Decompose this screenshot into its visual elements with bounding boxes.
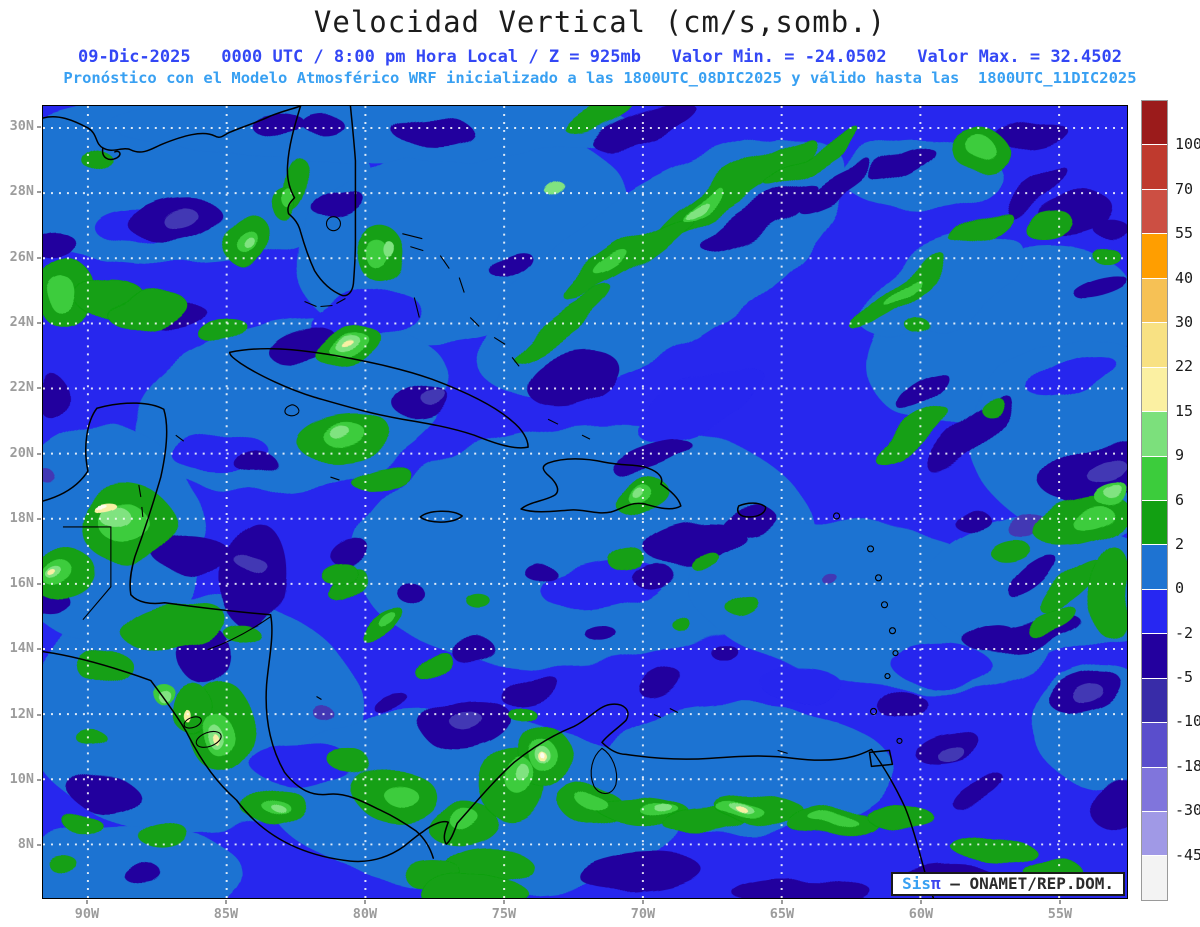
lon-label: 80W <box>352 906 378 922</box>
colorbar-tick-label: -10 <box>1175 712 1200 731</box>
lon-tick <box>364 900 366 904</box>
lat-tick <box>37 387 41 390</box>
lat-tick <box>37 648 41 651</box>
coastlines <box>43 106 935 898</box>
lat-tick <box>37 713 41 716</box>
colorbar-segment <box>1142 101 1167 145</box>
colorbar-tick-label: 6 <box>1175 490 1185 509</box>
colorbar-tick-label: 55 <box>1175 224 1194 243</box>
colorbar-tick-label: 40 <box>1175 268 1194 287</box>
lat-label: 30N <box>9 118 34 134</box>
lon-tick <box>503 900 505 904</box>
colorbar-segment <box>1142 145 1167 189</box>
lat-label: 12N <box>9 705 34 722</box>
colorbar-tick-label: 30 <box>1175 312 1194 331</box>
attribution-box: Sisπ – ONAMET/REP.DOM. <box>891 872 1125 896</box>
colorbar-segment <box>1142 634 1167 678</box>
attribution-org: – ONAMET/REP.DOM. <box>940 874 1114 893</box>
colorbar-segment <box>1142 767 1167 811</box>
contour-field <box>43 106 1127 898</box>
latitude-axis: 30N 28N 26N 24N 22N 20N 18N 16N 14N 12N 10N 8N <box>0 105 42 899</box>
lon-label: 85W <box>213 906 239 922</box>
colorbar-tick-label: 2 <box>1175 534 1185 553</box>
lat-tick <box>37 517 41 520</box>
lat-tick <box>37 452 41 455</box>
attribution-pi-symbol: π <box>930 874 941 893</box>
colorbar-segment <box>1142 234 1167 278</box>
colorbar-segment <box>1142 456 1167 500</box>
colorbar-tick-label: -30 <box>1175 801 1200 820</box>
colorbar-segment <box>1142 856 1167 900</box>
lat-label: 16N <box>9 575 34 592</box>
lat-label: 10N <box>9 771 34 787</box>
lon-tick <box>225 900 227 904</box>
colorbar-segment <box>1142 412 1167 456</box>
colorbar-tick-label: 9 <box>1175 446 1185 465</box>
lon-tick <box>86 900 88 904</box>
lat-tick <box>37 126 41 128</box>
lat-tick <box>37 583 41 586</box>
lat-label: 18N <box>9 509 34 526</box>
colorbar-labels: 100 70 55 40 30 22 15 9 6 2 0 -2 -5 -10 -18 -30 -45 <box>1173 100 1200 901</box>
colorbar-segment <box>1142 589 1167 634</box>
colorbar-tick-label: 15 <box>1175 401 1194 420</box>
lat-label: 28N <box>9 183 34 200</box>
longitude-axis: 90W 85W 80W 75W 70W 65W 60W 55W <box>42 899 1128 927</box>
lat-tick <box>37 256 41 259</box>
subtitle-valid-time: 09-Dic-2025 0000 UTC / 8:00 pm Hora Loca… <box>78 47 1122 67</box>
lat-tick <box>37 191 41 194</box>
colorbar-tick-label: -2 <box>1175 623 1194 642</box>
colorbar-tick-label: 0 <box>1175 579 1185 598</box>
colorbar-tick-label: 70 <box>1175 179 1194 198</box>
colorbar-segment <box>1142 500 1167 545</box>
lon-label: 60W <box>908 906 934 922</box>
lat-label: 20N <box>9 444 34 461</box>
colorbar-segment <box>1142 278 1167 323</box>
colorbar-tick-label: -18 <box>1175 756 1200 775</box>
lat-label: 24N <box>9 313 34 330</box>
lon-label: 70W <box>630 906 656 922</box>
lat-label: 22N <box>9 379 34 396</box>
lat-tick <box>37 844 41 847</box>
colorbar-segment <box>1142 323 1167 367</box>
colorbar-segment <box>1142 189 1167 234</box>
lat-tick <box>37 779 41 781</box>
lat-tick <box>37 321 41 324</box>
subtitle-model-info: Pronóstico con el Modelo Atmosférico WRF… <box>63 69 1137 87</box>
page-title: Velocidad Vertical (cm/s,somb.) <box>313 5 887 39</box>
colorbar-tick-label: 22 <box>1175 357 1194 376</box>
colorbar-segment <box>1142 367 1167 412</box>
lon-tick <box>781 900 783 904</box>
colorbar-tick-label: -5 <box>1175 668 1194 687</box>
colorbar <box>1141 100 1168 901</box>
lat-label: 26N <box>9 248 34 265</box>
lon-label: 65W <box>769 906 795 922</box>
lat-label: 8N <box>17 836 34 853</box>
lon-tick <box>1059 900 1061 904</box>
lon-tick <box>920 900 922 904</box>
colorbar-tick-label: 100 <box>1175 135 1200 154</box>
map-plot-area: Sisπ – ONAMET/REP.DOM. <box>42 105 1128 899</box>
colorbar-segment <box>1142 812 1167 856</box>
lon-tick <box>642 900 644 904</box>
colorbar-segment <box>1142 678 1167 723</box>
attribution-sispi-prefix: Sis <box>902 874 931 893</box>
contour-map-svg <box>43 106 1127 898</box>
lat-label: 14N <box>9 640 34 657</box>
lon-label: 55W <box>1047 906 1073 922</box>
colorbar-segment <box>1142 545 1167 589</box>
lon-label: 75W <box>491 906 517 922</box>
colorbar-segment <box>1142 723 1167 767</box>
lon-label: 90W <box>74 906 100 922</box>
colorbar-tick-label: -45 <box>1175 845 1200 864</box>
graticule <box>43 106 1127 898</box>
